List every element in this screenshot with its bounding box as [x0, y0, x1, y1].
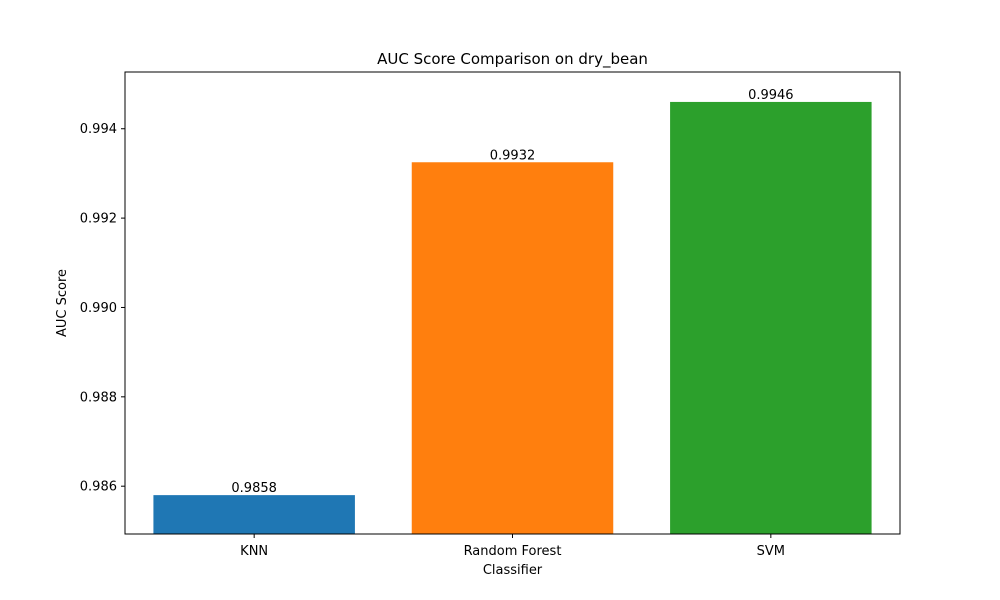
bar-knn	[153, 495, 355, 534]
y-axis-label: AUC Score	[55, 269, 70, 337]
y-axis-ticks: 0.986 0.988 0.990 0.992 0.994	[80, 122, 125, 495]
bars-layer	[153, 101, 872, 535]
y-tick-label: 0.994	[80, 122, 117, 137]
x-tick-label: Random Forest	[464, 544, 562, 559]
x-tick-label: KNN	[240, 544, 268, 559]
x-tick-label: SVM	[757, 544, 785, 559]
y-tick-label: 0.986	[80, 480, 117, 495]
data-labels-layer: 0.9858 0.9932 0.9946	[231, 88, 793, 496]
bar-random-forest	[411, 162, 614, 535]
data-label: 0.9858	[231, 481, 277, 496]
data-label: 0.9946	[748, 88, 794, 103]
x-axis-ticks: KNN Random Forest SVM	[240, 534, 785, 559]
bar-svm	[670, 101, 872, 535]
x-axis-label: Classifier	[483, 563, 543, 578]
data-label: 0.9932	[490, 148, 536, 163]
y-tick-label: 0.990	[80, 301, 117, 316]
chart-title: AUC Score Comparison on dry_bean	[377, 50, 648, 69]
y-tick-label: 0.992	[80, 212, 117, 227]
y-tick-label: 0.988	[80, 390, 117, 405]
